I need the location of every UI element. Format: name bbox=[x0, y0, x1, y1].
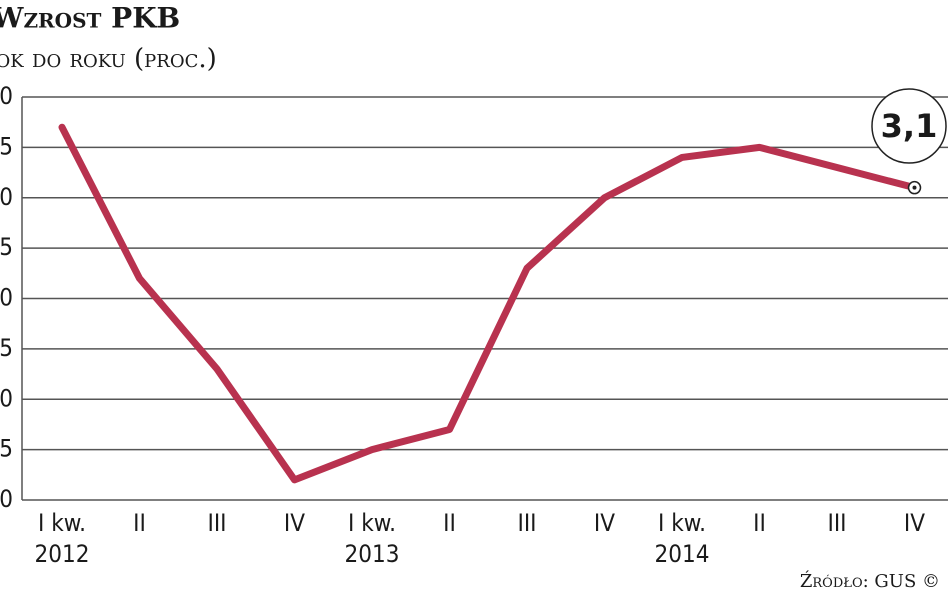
year-label: 2014 bbox=[655, 540, 710, 568]
y-tick-label: 1,5 bbox=[0, 334, 13, 362]
x-tick-label: I kw. bbox=[658, 509, 706, 537]
point-dot bbox=[912, 185, 917, 190]
y-tick-label: 4,0 bbox=[0, 82, 13, 110]
y-tick-label: 2,0 bbox=[0, 284, 13, 312]
y-tick-label: 0 bbox=[0, 485, 13, 513]
source: Źródło: GUS © bbox=[800, 569, 940, 592]
x-tick-label: II bbox=[133, 509, 146, 537]
year-label: 2013 bbox=[345, 540, 400, 568]
year-label: 2012 bbox=[35, 540, 90, 568]
chart-subtitle: rok do roku (proc.) bbox=[0, 44, 217, 74]
y-tick-label: 0,5 bbox=[0, 435, 13, 463]
value-label: 3,1 bbox=[881, 107, 938, 145]
chart-title: Wzrost PKB bbox=[0, 2, 180, 35]
x-tick-label: III bbox=[517, 509, 536, 537]
x-tick-label: III bbox=[207, 509, 226, 537]
x-tick-label: IV bbox=[284, 509, 305, 537]
x-tick-label: III bbox=[827, 509, 846, 537]
x-tick-label: IV bbox=[594, 509, 615, 537]
y-tick-label: 3,0 bbox=[0, 183, 13, 211]
x-tick-label: I kw. bbox=[38, 509, 86, 537]
y-tick-label: 1,0 bbox=[0, 384, 13, 412]
label-bubble bbox=[871, 88, 947, 164]
y-tick-label: 3,5 bbox=[0, 132, 13, 160]
x-tick-label: IV bbox=[904, 509, 925, 537]
x-tick-label: I kw. bbox=[348, 509, 396, 537]
x-tick-label: II bbox=[753, 509, 766, 537]
y-tick-label: 2,5 bbox=[0, 233, 13, 261]
x-tick-label: II bbox=[443, 509, 456, 537]
data-line bbox=[58, 123, 918, 484]
